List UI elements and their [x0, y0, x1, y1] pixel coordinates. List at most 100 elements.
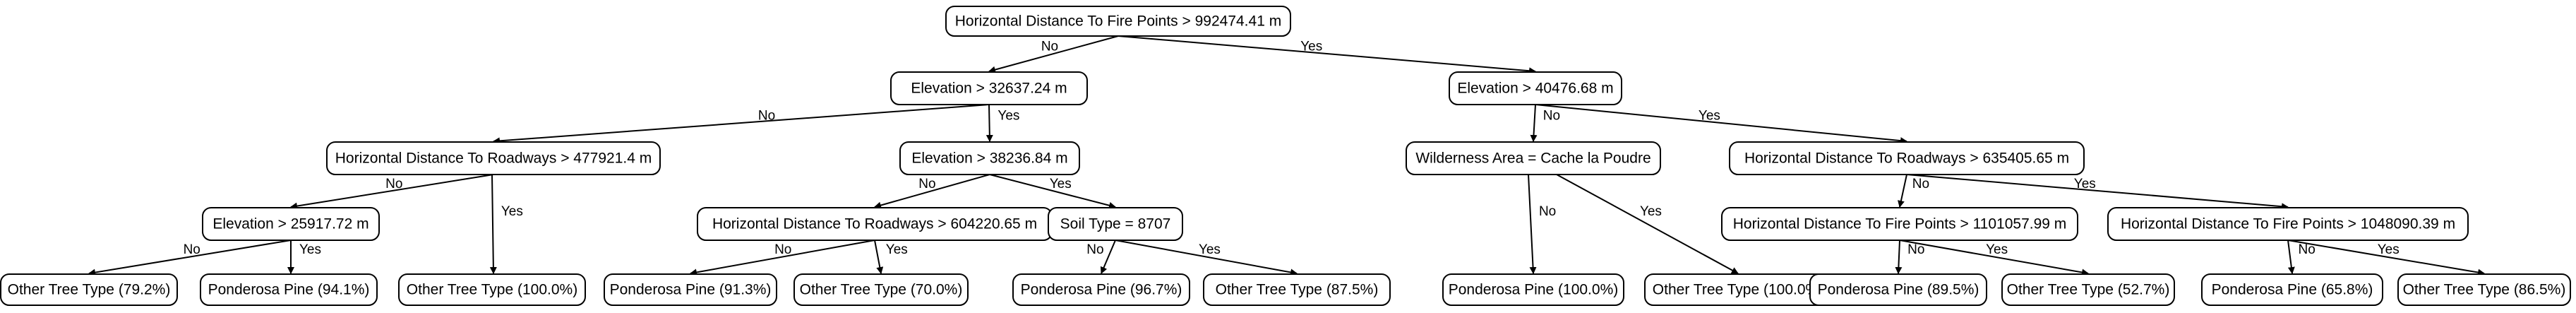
node-label: Ponderosa Pine (89.5%)	[1818, 282, 1979, 298]
edge-label-yes: Yes	[2074, 177, 2096, 191]
node-label: Elevation > 32637.24 m	[911, 81, 1067, 97]
node-box	[2397, 273, 2571, 306]
edge-label-no: No	[758, 108, 775, 123]
edge-label-yes: Yes	[501, 204, 523, 219]
node-box	[0, 273, 178, 306]
node-label: Ponderosa Pine (65.8%)	[2212, 282, 2373, 298]
leaf-node-l2: Ponderosa Pine (94.1%)	[200, 273, 378, 306]
leaf-node-l7: Other Tree Type (87.5%)	[1203, 273, 1391, 306]
edge-line	[1906, 174, 2289, 211]
edge-n0-n1: No	[988, 35, 1119, 73]
node-label: Ponderosa Pine (96.7%)	[1021, 282, 1182, 298]
edge-label-no: No	[1086, 242, 1103, 257]
leaf-node-l3: Other Tree Type (100.0%)	[398, 273, 586, 306]
edge-label-yes: Yes	[1050, 177, 1072, 191]
edge-n8-l4: No	[690, 240, 875, 276]
edge-label-no: No	[918, 177, 935, 191]
edge-label-no: No	[1041, 39, 1058, 54]
node-label: Other Tree Type (70.0%)	[800, 282, 963, 298]
leaf-node-l8: Ponderosa Pine (100.0%)	[1442, 273, 1624, 306]
edge-n3-l3: Yes	[489, 174, 523, 274]
node-label: Other Tree Type (52.7%)	[2007, 282, 2170, 298]
edge-label-yes: Yes	[299, 242, 321, 257]
leaf-node-l11: Other Tree Type (52.7%)	[2001, 273, 2175, 306]
edge-n10-l11: Yes	[1899, 240, 2089, 276]
node-box	[793, 273, 969, 306]
node-label: Elevation > 25917.72 m	[212, 216, 369, 232]
node-label: Other Tree Type (100.0%)	[407, 282, 577, 298]
edge-n4-n9: Yes	[989, 174, 1116, 209]
decision-node-n9: Soil Type = 8707	[1048, 207, 1183, 241]
edge-n2-n5: No	[1530, 104, 1560, 142]
edge-n9-l7: Yes	[1115, 240, 1298, 276]
edge-label-no: No	[385, 177, 402, 191]
decision-node-n0: Horizontal Distance To Fire Points > 992…	[945, 6, 1291, 37]
edge-label-no: No	[1543, 108, 1560, 123]
edge-n8-l5: Yes	[874, 240, 908, 274]
edge-n10-l10: No	[1895, 240, 1924, 274]
edge-label-no: No	[1907, 242, 1924, 257]
edge-n9-l6: No	[1086, 240, 1116, 274]
edge-label-yes: Yes	[1199, 242, 1221, 257]
edge-n1-n4: Yes	[986, 104, 1019, 142]
node-box	[398, 273, 586, 306]
edge-n6-n10: No	[1898, 174, 1929, 208]
node-label: Soil Type = 8707	[1060, 216, 1171, 232]
leaf-node-l13: Other Tree Type (86.5%)	[2397, 273, 2571, 306]
node-box	[1729, 141, 2085, 175]
node-label: Ponderosa Pine (91.3%)	[610, 282, 772, 298]
edge-n4-n8: No	[874, 174, 990, 209]
node-box	[1203, 273, 1391, 306]
edge-label-yes: Yes	[1300, 39, 1322, 54]
edge-n5-l8: No	[1528, 174, 1556, 274]
node-box	[326, 141, 661, 175]
leaf-node-l6: Ponderosa Pine (96.7%)	[1012, 273, 1190, 306]
node-label: Ponderosa Pine (100.0%)	[1449, 282, 1619, 298]
edge-label-yes: Yes	[1640, 204, 1662, 219]
node-box	[1012, 273, 1190, 306]
decision-node-n6: Horizontal Distance To Roadways > 635405…	[1729, 141, 2085, 175]
leaf-node-l12: Ponderosa Pine (65.8%)	[2201, 273, 2383, 306]
edge-label-no: No	[1539, 204, 1556, 219]
edge-line	[1100, 240, 1116, 274]
node-box	[604, 273, 777, 306]
node-label: Other Tree Type (79.2%)	[8, 282, 171, 298]
node-box	[1809, 273, 1987, 306]
edge-n3-n7: No	[290, 174, 494, 210]
edge-label-yes: Yes	[1986, 242, 2008, 257]
edge-n11-l13: Yes	[2287, 240, 2485, 276]
decision-node-n8: Horizontal Distance To Roadways > 604220…	[697, 207, 1053, 241]
edge-n7-l2: Yes	[287, 240, 321, 274]
node-box	[1721, 207, 2078, 241]
node-label: Elevation > 40476.68 m	[1457, 81, 1613, 97]
node-box	[202, 207, 380, 241]
edge-line	[1118, 35, 1536, 75]
edge-line	[1899, 240, 2089, 276]
node-label: Other Tree Type (86.5%)	[2403, 282, 2566, 298]
node-box	[2107, 207, 2469, 241]
edge-n5-l9: Yes	[1556, 174, 1739, 274]
decision-node-n10: Horizontal Distance To Fire Points > 110…	[1721, 207, 2078, 241]
leaf-node-l9: Other Tree Type (100.0%)	[1644, 273, 1832, 306]
edge-line	[2287, 240, 2485, 276]
edge-label-yes: Yes	[886, 242, 908, 257]
edge-line	[2287, 240, 2295, 274]
node-box	[899, 141, 1080, 175]
node-label: Wilderness Area = Cache la Poudre	[1415, 150, 1651, 167]
edge-label-no: No	[774, 242, 791, 257]
node-box	[1048, 207, 1183, 241]
decision-node-n1: Elevation > 32637.24 m	[890, 71, 1088, 105]
node-label: Elevation > 38236.84 m	[911, 150, 1067, 167]
node-label: Other Tree Type (87.5%)	[1216, 282, 1379, 298]
node-box	[2001, 273, 2175, 306]
edge-line	[988, 35, 1119, 73]
edge-line	[874, 240, 884, 274]
edge-label-no: No	[2299, 242, 2316, 257]
leaf-node-l4: Ponderosa Pine (91.3%)	[604, 273, 777, 306]
edge-line	[290, 174, 494, 210]
edge-line	[1895, 240, 1903, 274]
decision-node-n5: Wilderness Area = Cache la Poudre	[1406, 141, 1661, 175]
edge-line	[493, 104, 990, 145]
node-label: Horizontal Distance To Roadways > 604220…	[712, 216, 1037, 232]
